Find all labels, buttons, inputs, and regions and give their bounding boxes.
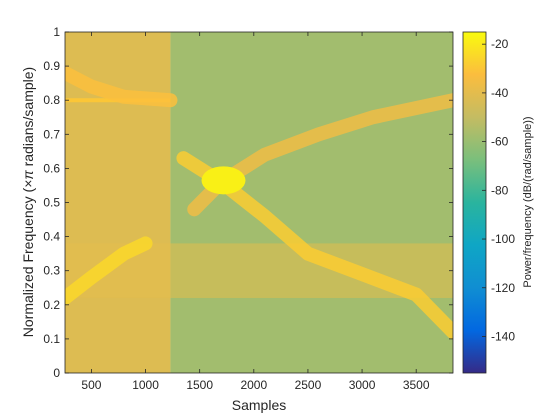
colorbar-tick-label: -80: [491, 183, 509, 197]
colorbar-tick-label: -20: [491, 37, 509, 51]
y-tick-label: 1: [53, 25, 60, 39]
spectrogram-heatmap: [65, 32, 453, 373]
pi-symbol: ×π: [20, 170, 36, 188]
x-tick-label: 3500: [403, 378, 430, 392]
x-tick-label: 1500: [186, 378, 213, 392]
colorbar-tick-label: -40: [491, 86, 509, 100]
colorbar-tick-label: -100: [491, 232, 515, 246]
x-tick-label: 2000: [240, 378, 267, 392]
y-tick-label: 0.1: [43, 332, 60, 346]
y-tick-label: 0.2: [43, 298, 60, 312]
colorbar-tick-label: -60: [491, 135, 509, 149]
y-tick-label: 0.5: [43, 196, 60, 210]
x-tick-label: 500: [81, 378, 101, 392]
y-tick-label: 0.9: [43, 59, 60, 73]
chirp-trace: [65, 236, 153, 305]
y-axis: 0 0.1 0.2 0.3 0.4 0.5 0.6 0.7 0.8 0.9 1: [43, 25, 453, 380]
colorbar-tick-label: -140: [491, 329, 515, 343]
spectrogram-background: [170, 32, 453, 373]
y-tick-label: 0.7: [43, 127, 60, 141]
x-tick-label: 1000: [132, 378, 159, 392]
x-axis: 500 1000 1500 2000 2500 3000 3500: [81, 32, 430, 392]
chirp-trace: [65, 65, 178, 108]
y-tick-label: 0.6: [43, 161, 60, 175]
colorbar-tick-label: -120: [491, 281, 515, 295]
x-tick-label: 2500: [295, 378, 322, 392]
colorbar-axis: -20 -40 -60 -80 -100 -120 -140: [482, 37, 515, 343]
y-tick-label: 0.3: [43, 264, 60, 278]
x-tick-label: 3000: [349, 378, 376, 392]
y-axis-label: Normalized Frequency (×π radians/sample): [20, 67, 36, 337]
y-tick-label: 0.8: [43, 93, 60, 107]
colorbar: [462, 31, 487, 374]
x-axis-label: Samples: [232, 397, 286, 413]
y-tick-label: 0: [53, 366, 60, 380]
y-tick-label: 0.4: [43, 230, 60, 244]
colorbar-label: Power/frequency (dB/(rad/sample)): [522, 116, 534, 287]
peak-spot: [201, 166, 246, 195]
